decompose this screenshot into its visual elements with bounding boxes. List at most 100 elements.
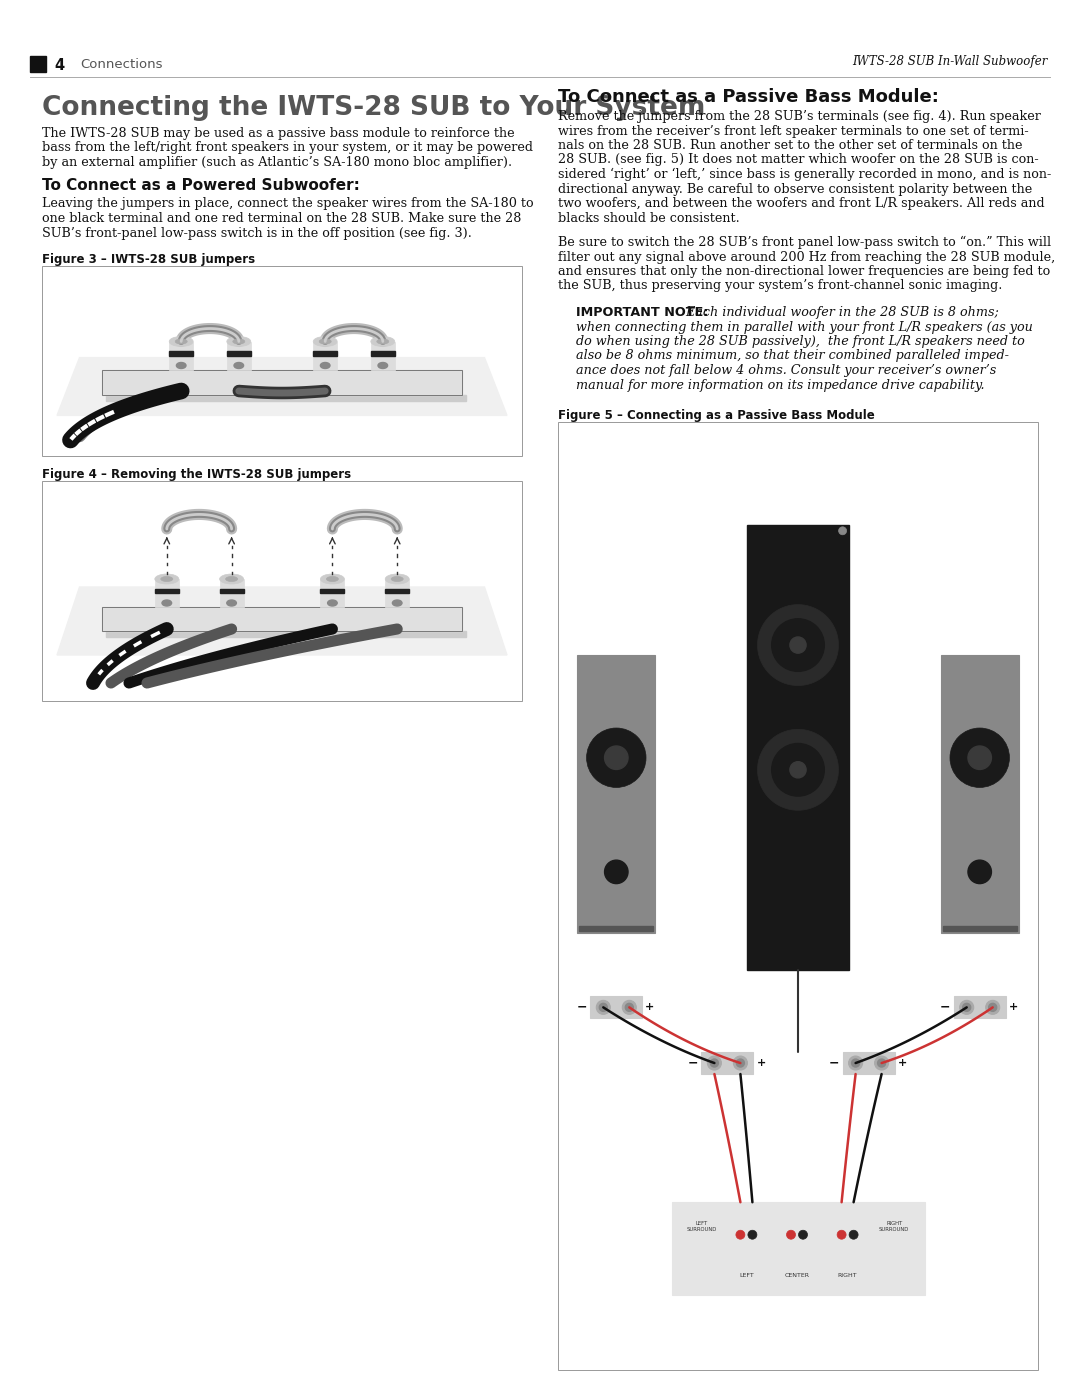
Circle shape <box>772 743 824 796</box>
Text: −: − <box>577 1000 588 1014</box>
Circle shape <box>950 728 1010 788</box>
Circle shape <box>747 1231 757 1239</box>
Bar <box>102 608 462 631</box>
Bar <box>370 351 395 355</box>
Ellipse shape <box>154 574 179 584</box>
Ellipse shape <box>313 337 337 346</box>
Text: two woofers, and between the woofers and front L/R speakers. All reds and: two woofers, and between the woofers and… <box>558 197 1044 210</box>
Text: LEFT
SURROUND: LEFT SURROUND <box>687 1221 717 1232</box>
Text: CENTER: CENTER <box>784 1273 810 1278</box>
Bar <box>170 351 193 355</box>
Bar <box>577 655 656 933</box>
Text: −: − <box>829 1056 839 1070</box>
Text: do when using the 28 SUB passively),  the front L/R speakers need to: do when using the 28 SUB passively), the… <box>576 335 1025 348</box>
Bar <box>313 341 337 369</box>
Text: Be sure to switch the 28 SUB’s front panel low-pass switch to “on.” This will: Be sure to switch the 28 SUB’s front pan… <box>558 236 1051 249</box>
Circle shape <box>733 1056 747 1070</box>
Text: Figure 4 – Removing the IWTS-28 SUB jumpers: Figure 4 – Removing the IWTS-28 SUB jump… <box>42 468 351 481</box>
Bar <box>672 1203 924 1295</box>
Circle shape <box>735 1231 745 1239</box>
Ellipse shape <box>326 577 338 581</box>
Bar <box>954 996 1005 1018</box>
Text: +: + <box>756 1058 766 1069</box>
Circle shape <box>757 729 838 810</box>
Ellipse shape <box>321 574 345 584</box>
Circle shape <box>986 1000 1000 1014</box>
Bar <box>943 926 1016 932</box>
Ellipse shape <box>219 574 244 584</box>
Bar <box>154 588 179 592</box>
Text: manual for more information on its impedance drive capability.: manual for more information on its imped… <box>576 379 985 391</box>
Bar <box>106 395 465 401</box>
Bar <box>579 926 653 932</box>
Circle shape <box>875 1056 889 1070</box>
Circle shape <box>596 1000 610 1014</box>
Circle shape <box>707 1056 721 1070</box>
Ellipse shape <box>377 339 389 344</box>
Text: blacks should be consistent.: blacks should be consistent. <box>558 211 740 225</box>
Circle shape <box>838 527 847 535</box>
Bar <box>106 631 465 637</box>
Circle shape <box>625 1003 633 1011</box>
Text: The IWTS-28 SUB may be used as a passive bass module to reinforce the: The IWTS-28 SUB may be used as a passive… <box>42 127 515 140</box>
Bar <box>321 588 345 592</box>
Circle shape <box>849 1056 863 1070</box>
Bar <box>386 588 409 592</box>
Ellipse shape <box>161 577 173 581</box>
Text: Leaving the jumpers in place, connect the speaker wires from the SA-180 to: Leaving the jumpers in place, connect th… <box>42 197 534 211</box>
Text: −: − <box>688 1056 699 1070</box>
Text: when connecting them in parallel with your front L/R speakers (as you: when connecting them in parallel with yo… <box>576 320 1032 334</box>
Text: filter out any signal above around 200 Hz from reaching the 28 SUB module,: filter out any signal above around 200 H… <box>558 250 1055 264</box>
Circle shape <box>849 1231 859 1239</box>
Bar <box>747 525 849 971</box>
Ellipse shape <box>226 577 238 581</box>
Ellipse shape <box>370 337 395 346</box>
Polygon shape <box>57 358 507 415</box>
Bar <box>42 265 522 455</box>
Circle shape <box>737 1059 744 1067</box>
Text: bass from the left/right front speakers in your system, or it may be powered: bass from the left/right front speakers … <box>42 141 534 155</box>
Bar <box>321 578 345 608</box>
Circle shape <box>852 1059 860 1067</box>
Ellipse shape <box>233 339 245 344</box>
Ellipse shape <box>391 577 403 581</box>
Circle shape <box>960 1000 974 1014</box>
Ellipse shape <box>234 362 244 369</box>
Circle shape <box>968 746 991 770</box>
Text: +: + <box>646 1003 654 1013</box>
Text: IWTS-28 SUB In-Wall Subwoofer: IWTS-28 SUB In-Wall Subwoofer <box>852 56 1048 68</box>
Text: +: + <box>1009 1003 1018 1013</box>
Text: Each individual woofer in the 28 SUB is 8 ohms;: Each individual woofer in the 28 SUB is … <box>681 306 999 319</box>
Ellipse shape <box>176 362 186 369</box>
Ellipse shape <box>175 339 187 344</box>
Ellipse shape <box>162 599 172 606</box>
Text: one black terminal and one red terminal on the 28 SUB. Make sure the 28: one black terminal and one red terminal … <box>42 212 522 225</box>
Text: Figure 3 – IWTS-28 SUB jumpers: Figure 3 – IWTS-28 SUB jumpers <box>42 253 255 265</box>
Text: Connecting the IWTS-28 SUB to Your System: Connecting the IWTS-28 SUB to Your Syste… <box>42 95 705 122</box>
Bar <box>386 578 409 608</box>
Text: directional anyway. Be careful to observe consistent polarity between the: directional anyway. Be careful to observ… <box>558 183 1032 196</box>
Circle shape <box>962 1003 971 1011</box>
Text: RIGHT
SURROUND: RIGHT SURROUND <box>879 1221 909 1232</box>
Bar <box>219 578 244 608</box>
Text: also be 8 ohms minimum, so that their combined paralleled imped-: also be 8 ohms minimum, so that their co… <box>576 349 1009 362</box>
Text: and ensures that only the non-directional lower frequencies are being fed to: and ensures that only the non-directiona… <box>558 265 1050 278</box>
Text: 4: 4 <box>54 57 64 73</box>
Bar <box>370 341 395 369</box>
Bar <box>842 1052 894 1074</box>
Bar <box>102 369 462 395</box>
Text: 28 SUB. (see fig. 5) It does not matter which woofer on the 28 SUB is con-: 28 SUB. (see fig. 5) It does not matter … <box>558 154 1039 166</box>
Bar <box>102 369 462 395</box>
Ellipse shape <box>321 362 330 369</box>
Text: nals on the 28 SUB. Run another set to the other set of terminals on the: nals on the 28 SUB. Run another set to t… <box>558 138 1023 152</box>
Circle shape <box>789 761 806 778</box>
Circle shape <box>988 1003 997 1011</box>
Bar <box>154 578 179 608</box>
Ellipse shape <box>386 574 409 584</box>
Text: LEFT: LEFT <box>739 1273 754 1278</box>
Ellipse shape <box>378 362 388 369</box>
Bar <box>227 341 251 369</box>
Circle shape <box>622 1000 636 1014</box>
Text: To Connect as a Powered Subwoofer:: To Connect as a Powered Subwoofer: <box>42 179 360 194</box>
Circle shape <box>968 861 991 883</box>
